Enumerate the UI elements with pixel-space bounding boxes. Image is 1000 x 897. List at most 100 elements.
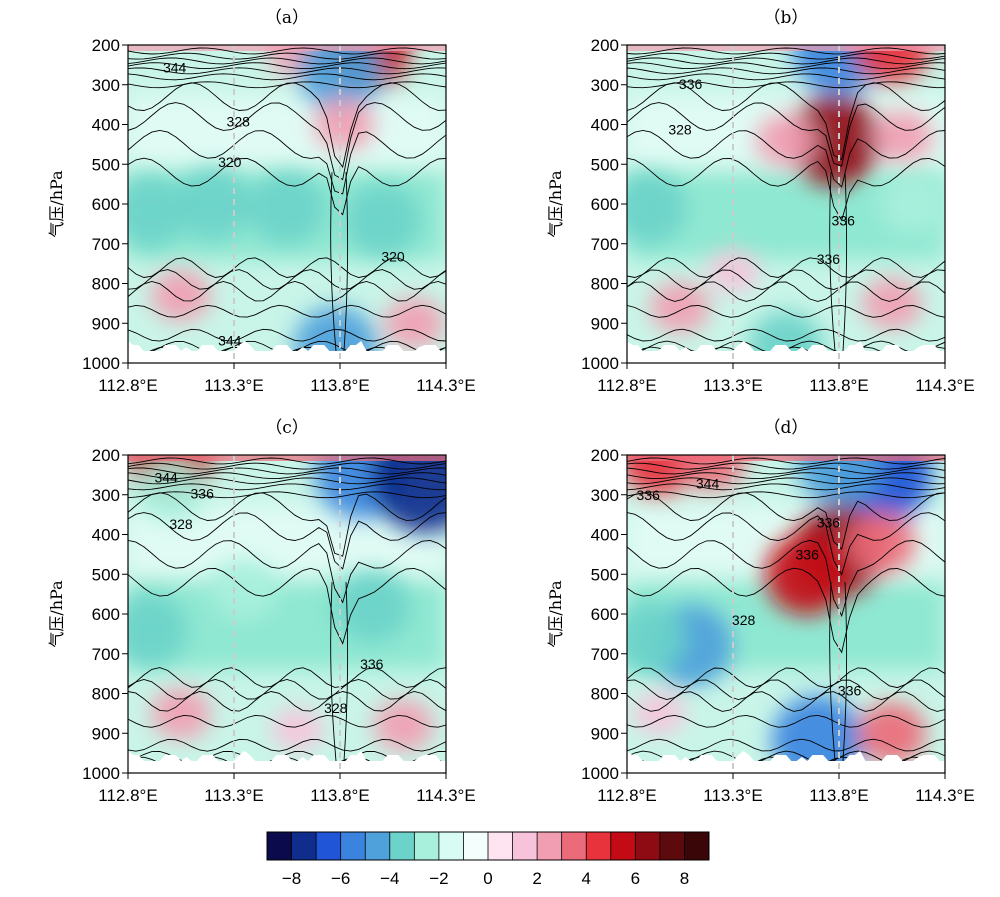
shading-blob xyxy=(151,687,211,740)
y-axis-label: 气压/hPa xyxy=(546,170,565,238)
contour-line xyxy=(128,667,446,688)
contour-label: 336 xyxy=(191,486,215,502)
contour-line xyxy=(627,483,945,491)
contour-line xyxy=(128,73,446,81)
contour-label: 320 xyxy=(381,248,405,264)
terrain-mask xyxy=(128,341,446,363)
contour-line xyxy=(627,491,945,499)
terrain-mask xyxy=(627,751,945,773)
shading-blob xyxy=(862,277,922,330)
contour-line xyxy=(128,129,446,195)
colorbar-tick-label: −6 xyxy=(331,869,350,888)
contour-label: 320 xyxy=(218,154,242,170)
panel-d: 336 344 336 336 328 336 200 300 400 500 600 700 800 9… xyxy=(546,418,975,805)
contour-line xyxy=(627,512,945,576)
x-tick-label: 112.8°E xyxy=(597,376,656,395)
x-tick-label: 113.3°E xyxy=(703,376,762,395)
contour-line xyxy=(128,62,446,70)
contour-line xyxy=(627,472,945,480)
y-tick-label: 1000 xyxy=(82,764,120,783)
contour-line xyxy=(330,582,337,762)
y-tick-label: 600 xyxy=(92,195,120,214)
contour-line xyxy=(128,257,446,278)
panel-c: 344 336 328 336 328 200 300 400 500 600 700 800 900 1… xyxy=(47,418,476,805)
contour-line xyxy=(627,269,945,290)
colorbar-swatch xyxy=(389,832,415,860)
colorbar-swatch xyxy=(561,832,587,860)
y-tick-label: 1000 xyxy=(82,354,120,373)
colorbar-swatch xyxy=(635,832,661,860)
x-tick-label: 112.8°E xyxy=(98,376,157,395)
colorbar-swatch xyxy=(340,832,366,860)
y-tick-label: 200 xyxy=(591,36,619,55)
colorbar-tick-label: 2 xyxy=(532,869,541,888)
contour-label: 328 xyxy=(169,516,193,532)
y-tick-label: 500 xyxy=(591,565,619,584)
y-tick-label: 900 xyxy=(92,724,120,743)
contour-line xyxy=(330,172,337,352)
x-tick-label: 113.3°E xyxy=(703,786,762,805)
contour-line xyxy=(627,82,945,161)
contour-label: 336 xyxy=(817,515,841,531)
terrain xyxy=(627,751,945,773)
colorbar-swatch xyxy=(414,832,440,860)
y-axis-label: 气压/hPa xyxy=(47,170,66,238)
top-strip-fill xyxy=(128,45,446,51)
contour-line xyxy=(128,102,446,181)
shading-blob xyxy=(872,110,933,163)
y-tick-label: 700 xyxy=(591,235,619,254)
contour-line xyxy=(627,47,945,55)
contour-line xyxy=(627,691,945,712)
contour-label: 328 xyxy=(668,121,692,137)
plot-area xyxy=(128,455,446,773)
contour-line xyxy=(627,281,945,302)
panel-title: （c） xyxy=(265,418,309,438)
terrain-mask xyxy=(627,341,945,363)
y-tick-label: 300 xyxy=(591,486,619,505)
y-tick-label: 900 xyxy=(591,314,619,333)
colorbar-swatch xyxy=(365,832,391,860)
y-tick-label: 700 xyxy=(92,235,120,254)
top-strip xyxy=(128,45,446,51)
contour-line xyxy=(842,582,848,762)
contours xyxy=(128,457,446,770)
contour-line xyxy=(627,62,945,70)
x-tick-label: 114.3°E xyxy=(915,786,974,805)
contour-line xyxy=(829,582,836,762)
y-tick-label: 800 xyxy=(591,275,619,294)
shading-blob xyxy=(128,175,188,248)
contour-line xyxy=(627,492,945,550)
terrain xyxy=(128,341,446,363)
colorbar-swatch xyxy=(659,832,685,860)
y-tick-label: 400 xyxy=(92,116,120,135)
contour-line xyxy=(128,304,446,318)
x-tick-label: 113.8°E xyxy=(310,786,369,805)
shading-blob xyxy=(788,94,881,187)
contour-line xyxy=(627,102,945,167)
y-tick-label: 800 xyxy=(92,275,120,294)
contour-label: 336 xyxy=(817,251,841,267)
contour-line xyxy=(627,567,945,654)
panel-title: （a） xyxy=(265,8,309,28)
contour-line xyxy=(627,462,945,470)
contour-line xyxy=(128,472,446,480)
panel-title: （b） xyxy=(764,8,809,28)
shading-blob xyxy=(627,171,687,244)
contour-line xyxy=(128,539,446,604)
contour-line xyxy=(627,73,945,81)
y-tick-label: 500 xyxy=(92,155,120,174)
colorbar-swatch xyxy=(684,832,710,860)
shading-blob xyxy=(210,559,279,622)
contour-line xyxy=(128,457,446,465)
y-tick-label: 500 xyxy=(92,565,120,584)
colorbar-tick-label: −2 xyxy=(429,869,448,888)
contour-line xyxy=(128,67,446,75)
shading-blob xyxy=(370,455,446,533)
contour-line xyxy=(627,738,945,752)
y-tick-label: 700 xyxy=(591,645,619,664)
contour-label: 328 xyxy=(324,700,348,716)
contour-line xyxy=(627,304,945,318)
y-tick-label: 800 xyxy=(92,685,120,704)
panel-b: 336 328 336 336 200 300 400 500 600 700 800 900 1000… xyxy=(546,8,975,395)
